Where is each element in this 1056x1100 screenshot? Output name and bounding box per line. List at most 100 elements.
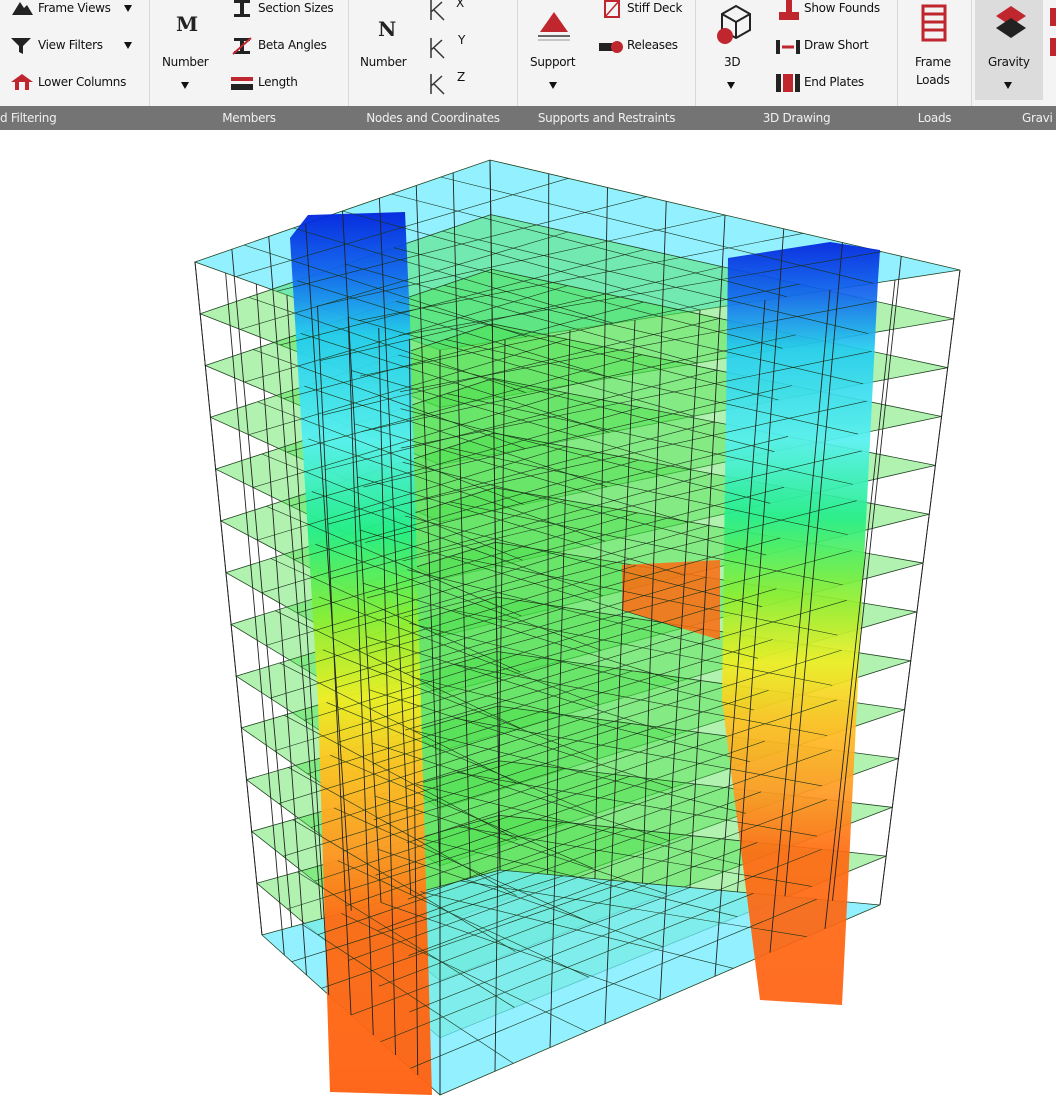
frame-beam bbox=[408, 799, 827, 956]
icon bbox=[430, 0, 445, 21]
frame-column bbox=[378, 327, 396, 1056]
icon bbox=[717, 4, 751, 44]
icon bbox=[779, 0, 799, 20]
separator bbox=[897, 0, 898, 130]
frame-column bbox=[832, 256, 902, 901]
separator bbox=[695, 0, 696, 130]
button[interactable]: Number bbox=[360, 55, 407, 69]
button[interactable]: End Plates bbox=[804, 75, 864, 89]
button[interactable]: Stiff Deck bbox=[627, 1, 683, 15]
group-label: Members bbox=[222, 111, 276, 125]
frame-column bbox=[549, 329, 571, 1048]
button[interactable]: Beta Angles bbox=[258, 38, 327, 52]
button[interactable]: Loads bbox=[916, 73, 950, 87]
frame-column bbox=[689, 214, 726, 888]
frame-column bbox=[494, 339, 506, 1072]
frame-column bbox=[642, 201, 667, 884]
dropdown-arrow[interactable] bbox=[1004, 82, 1012, 89]
icon bbox=[776, 74, 800, 92]
icon bbox=[430, 38, 445, 59]
frame-beam bbox=[399, 251, 882, 336]
group-label: Loads bbox=[917, 111, 952, 125]
separator bbox=[348, 0, 349, 130]
group-label: Supports and Restraints bbox=[537, 111, 676, 125]
button[interactable]: Draw Short bbox=[804, 38, 869, 52]
frame-column bbox=[231, 249, 293, 927]
icon bbox=[11, 74, 33, 90]
shear-core bbox=[290, 212, 432, 1095]
frame-beam bbox=[404, 550, 852, 674]
group-label: Gravi bbox=[1022, 111, 1053, 125]
frame-column bbox=[604, 319, 636, 1024]
icon bbox=[11, 38, 31, 54]
button[interactable]: Show Founds bbox=[804, 1, 880, 15]
separator bbox=[971, 0, 972, 130]
icon bbox=[996, 6, 1026, 38]
icon bbox=[234, 0, 250, 17]
icon bbox=[921, 4, 947, 42]
icon-letter[interactable]: M bbox=[176, 12, 199, 36]
icon bbox=[604, 0, 620, 18]
frame-column bbox=[268, 236, 322, 919]
frame-column bbox=[286, 294, 330, 996]
frame-beam bbox=[409, 849, 822, 1013]
frame-column bbox=[378, 198, 412, 895]
button[interactable]: Frame Views bbox=[38, 1, 111, 15]
frame-column bbox=[714, 299, 766, 977]
icon bbox=[599, 41, 623, 53]
button[interactable]: Length bbox=[258, 75, 298, 89]
frame-beam bbox=[402, 450, 862, 562]
dropdown-arrow[interactable] bbox=[727, 82, 735, 89]
frame-column bbox=[225, 272, 285, 956]
icon bbox=[776, 40, 800, 54]
dropdown-arrow[interactable] bbox=[124, 42, 132, 49]
frame-column bbox=[784, 242, 843, 897]
icon bbox=[232, 37, 252, 55]
separator bbox=[517, 0, 518, 130]
frame-column bbox=[408, 338, 419, 1076]
button[interactable]: Support bbox=[530, 55, 576, 69]
frame-column bbox=[342, 210, 382, 903]
group-label-bar: d Filtering Members Nodes and Coordinate… bbox=[0, 106, 1056, 130]
frame-column bbox=[769, 289, 831, 953]
frame-column bbox=[879, 269, 961, 906]
dropdown-arrow[interactable] bbox=[124, 5, 132, 12]
button[interactable]: 3D bbox=[724, 55, 741, 69]
group-label: Nodes and Coordinates bbox=[366, 111, 500, 125]
frame-beam bbox=[401, 400, 867, 505]
axis-label[interactable]: X bbox=[456, 0, 464, 10]
frame-beam bbox=[410, 898, 817, 1069]
button[interactable]: Gravity bbox=[988, 55, 1030, 69]
icon bbox=[12, 2, 33, 15]
button[interactable]: Releases bbox=[627, 38, 678, 52]
icon-letter[interactable]: N bbox=[378, 17, 397, 41]
separator bbox=[149, 0, 150, 130]
frame-beam bbox=[407, 749, 832, 900]
icon bbox=[231, 77, 253, 90]
dropdown-arrow[interactable] bbox=[181, 82, 189, 89]
frame-beam bbox=[400, 350, 872, 449]
button[interactable]: Lower Columns bbox=[38, 75, 127, 89]
frame-beam bbox=[405, 649, 842, 787]
button[interactable]: Frame bbox=[915, 55, 951, 69]
frame-column bbox=[824, 279, 896, 929]
frame-beam bbox=[403, 500, 857, 618]
icon bbox=[430, 74, 445, 95]
icon bbox=[538, 12, 570, 41]
frame-column bbox=[255, 283, 307, 976]
model-view bbox=[193, 159, 961, 1096]
group-label: d Filtering bbox=[0, 111, 57, 125]
button[interactable]: View Filters bbox=[38, 38, 103, 52]
axis-label[interactable]: Y bbox=[458, 33, 466, 47]
frame-column bbox=[194, 261, 263, 936]
button[interactable]: Section Sizes bbox=[258, 1, 334, 15]
shear-core bbox=[722, 242, 880, 1005]
axis-label[interactable]: Z bbox=[457, 70, 465, 84]
icon bbox=[1050, 8, 1056, 26]
dropdown-arrow[interactable] bbox=[549, 82, 557, 89]
icon bbox=[1050, 38, 1056, 56]
group-label: 3D Drawing bbox=[762, 111, 831, 125]
button[interactable]: Number bbox=[162, 55, 209, 69]
frame-beam bbox=[405, 600, 847, 731]
